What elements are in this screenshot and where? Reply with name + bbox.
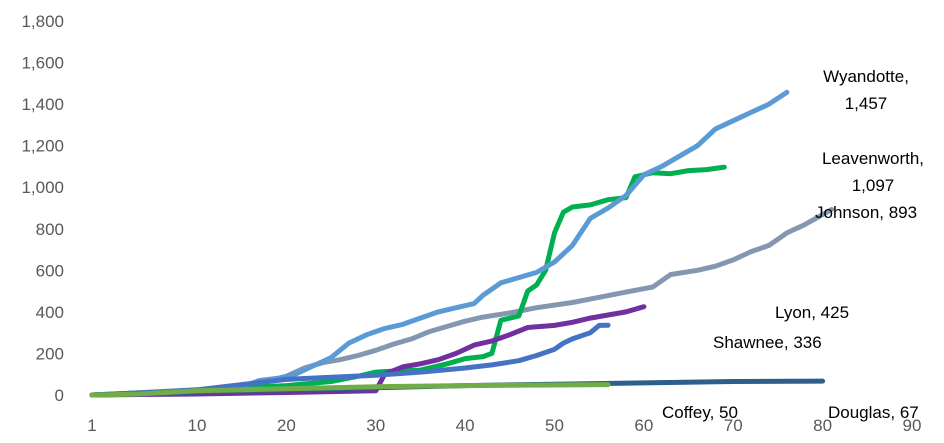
x-axis-ticks: 1 10 20 30 40 50 60 70 80 90 — [87, 416, 921, 435]
y-tick-label: 600 — [36, 261, 64, 280]
series-line-lyon — [89, 304, 647, 398]
y-tick-label: 1,600 — [21, 54, 64, 73]
x-tick-label: 30 — [366, 416, 385, 435]
series-label-leavenworth: Leavenworth, 1,097 — [822, 149, 924, 195]
x-tick-label: 1 — [87, 416, 96, 435]
y-tick-label: 200 — [36, 344, 64, 363]
series-line-wyandotte — [89, 89, 790, 398]
y-tick-label: 800 — [36, 220, 64, 239]
series-line-coffey — [89, 382, 611, 398]
series-label-douglas: Douglas, 67 — [828, 403, 919, 422]
x-tick-label: 90 — [903, 416, 922, 435]
y-tick-label: 1,400 — [21, 95, 64, 114]
x-tick-label: 10 — [188, 416, 207, 435]
x-tick-label: 70 — [724, 416, 743, 435]
x-tick-label: 20 — [277, 416, 296, 435]
series-line-leavenworth — [89, 164, 727, 398]
y-tick-label: 1,000 — [21, 178, 64, 197]
x-tick-label: 50 — [545, 416, 564, 435]
series-label-wyandotte: Wyandotte, 1,457 — [823, 67, 909, 113]
x-tick-label: 60 — [634, 416, 653, 435]
series-line-shawnee — [89, 322, 611, 398]
series-lines — [89, 89, 835, 398]
y-tick-label: 1,200 — [21, 137, 64, 156]
series-label-johnson: Johnson, 893 — [815, 203, 917, 222]
y-tick-label: 1,800 — [21, 12, 64, 31]
x-tick-label: 40 — [456, 416, 475, 435]
series-label-lyon: Lyon, 425 — [775, 303, 849, 322]
y-tick-label: 0 — [55, 386, 64, 405]
y-axis-ticks: 0 200 400 600 800 1,000 1,200 1,400 1,600 1,800 — [21, 12, 64, 405]
series-labels: Johnson, 893 Leavenworth, 1,097 Wyandotte, 1… — [662, 67, 924, 422]
series-label-coffey: Coffey, 50 — [662, 403, 738, 422]
x-tick-label: 80 — [813, 416, 832, 435]
series-label-shawnee: Shawnee, 336 — [713, 333, 822, 352]
y-tick-label: 400 — [36, 303, 64, 322]
